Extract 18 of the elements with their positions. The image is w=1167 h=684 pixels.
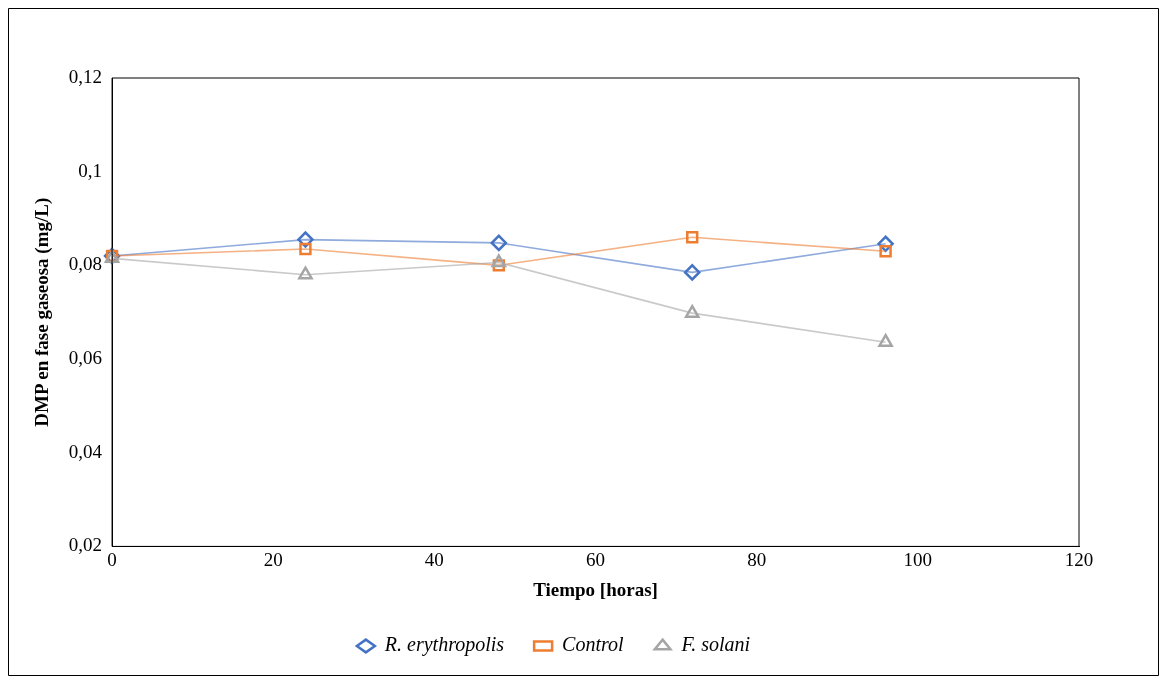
y-tick-label: 0,08 [68, 253, 103, 275]
y-axis-title: DMP en fase gaseosa (mg/L) [31, 197, 54, 427]
y-tick-label: 0,04 [68, 440, 103, 462]
legend-label: R. erythropolis [383, 633, 505, 657]
x-axis-title: Tiempo [horas] [533, 578, 658, 600]
x-tick-label: 60 [586, 548, 606, 570]
x-tick-label: 100 [903, 548, 933, 570]
x-tick-label: 0 [107, 548, 117, 570]
x-tick-label: 120 [1064, 548, 1094, 570]
legend-label: Control [562, 633, 625, 656]
x-tick-label: 20 [263, 548, 283, 570]
x-tick-label: 80 [747, 548, 767, 570]
y-tick-label: 0,02 [68, 534, 103, 556]
y-tick-label: 0,1 [78, 159, 103, 181]
x-tick-label: 40 [424, 548, 444, 570]
legend-label: F. solani [680, 633, 751, 656]
y-tick-label: 0,06 [68, 347, 103, 369]
y-tick-label: 0,12 [68, 65, 103, 87]
